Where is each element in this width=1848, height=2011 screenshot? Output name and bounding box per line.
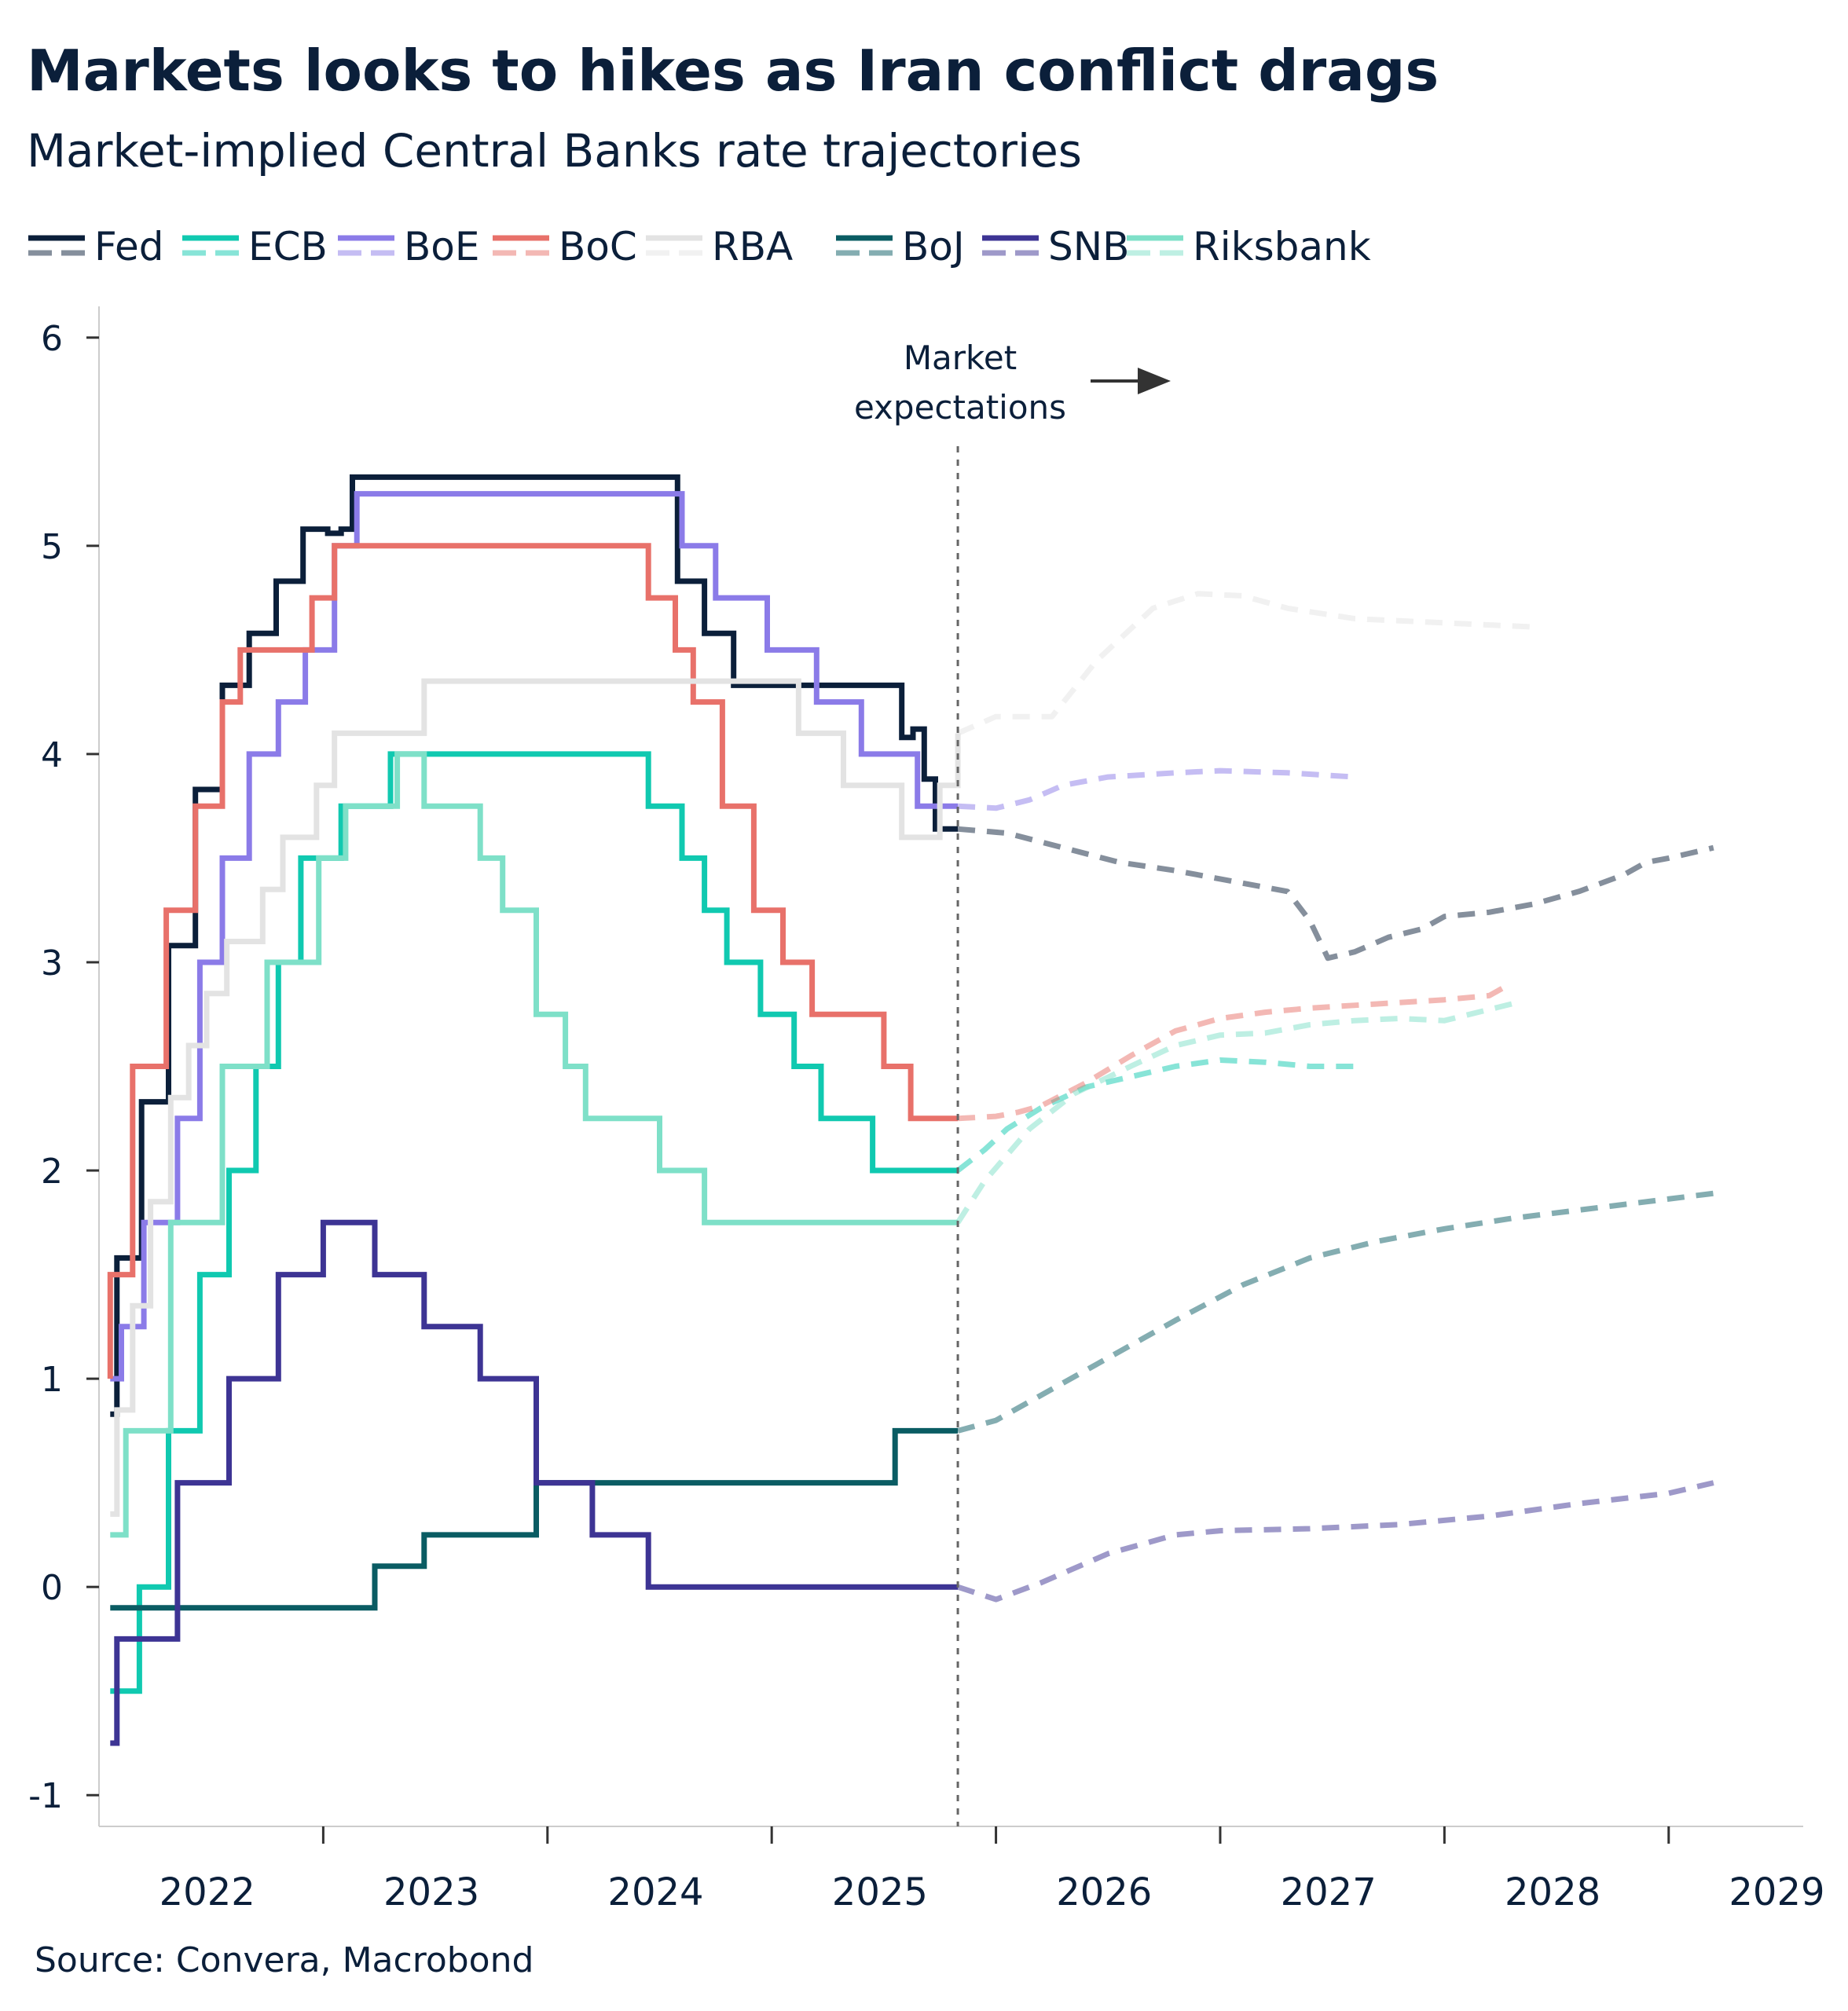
- legend-riksbank-label: Riksbank: [1193, 224, 1371, 269]
- series-boe-forecast-line: [957, 767, 1355, 811]
- x-tick-label: 2023: [383, 1870, 479, 1914]
- series-ecb-actual-line: [110, 751, 959, 1694]
- series-ecb-forecast-line: [955, 1057, 1355, 1173]
- series-riksbank-actual-line: [110, 751, 959, 1538]
- y-tick-label: 6: [41, 319, 63, 359]
- series-actual: [107, 474, 961, 1746]
- x-tick-label: 2029: [1729, 1870, 1824, 1914]
- x-tick-label: 2024: [607, 1870, 703, 1914]
- y-tick-label: 1: [41, 1360, 63, 1400]
- x-tick-label: 2022: [160, 1870, 255, 1914]
- legend-fed-label: Fed: [94, 224, 164, 269]
- annotation-line-1: Market: [904, 339, 1017, 377]
- series-riksbank-forecast-line: [955, 1001, 1512, 1225]
- y-tick-label: 4: [41, 735, 63, 775]
- series-fed-actual-line: [110, 474, 959, 1417]
- series-rba-actual-line: [110, 678, 961, 1517]
- y-tick-label: 5: [41, 527, 63, 567]
- x-tick-label: 2025: [832, 1870, 928, 1914]
- legend-boj-label: BoJ: [902, 224, 965, 269]
- annotation-arrow-icon: [1091, 368, 1171, 394]
- series-forecast: [955, 591, 1714, 1603]
- legend-boc-label: BoC: [559, 224, 637, 269]
- axes: 6 5 4 3 2 1 0 -1 2022 2023 2024 2025 2026 2027 2028 202…: [28, 306, 1825, 1914]
- series-fed-forecast-line: [957, 826, 1714, 962]
- source-note: Source: Convera, Macrobond: [35, 1940, 534, 1980]
- y-tick-label: 2: [41, 1152, 63, 1192]
- series-rba-forecast-line: [956, 591, 1534, 736]
- series-snb-actual-line: [110, 1219, 959, 1746]
- y-tick-label: -1: [28, 1776, 63, 1816]
- legend: Fed ECB BoE BoC RBA BoJ SNB Riksbank: [28, 224, 1371, 269]
- series-boe-actual-line: [110, 491, 959, 1382]
- y-tick-label: 0: [41, 1568, 63, 1608]
- chart-subtitle: Market-implied Central Banks rate trajec…: [27, 124, 1083, 178]
- x-tick-label: 2026: [1056, 1870, 1152, 1914]
- annotation-line-2: expectations: [854, 388, 1066, 427]
- series-boj-actual-line: [110, 1427, 959, 1611]
- legend-boe-label: BoE: [404, 224, 479, 269]
- series-boc-forecast-line: [957, 980, 1513, 1122]
- series-boc-actual-line: [107, 543, 959, 1379]
- chart-title: Markets looks to hikes as Iran conflict …: [27, 38, 1439, 104]
- legend-ecb-label: ECB: [248, 224, 328, 269]
- legend-snb-label: SNB: [1048, 224, 1129, 269]
- series-boj-forecast-line: [957, 1190, 1714, 1434]
- x-tick-label: 2028: [1505, 1870, 1600, 1914]
- series-snb-forecast-line: [957, 1480, 1714, 1603]
- legend-rba-label: RBA: [712, 224, 793, 269]
- x-tick-label: 2027: [1281, 1870, 1377, 1914]
- y-tick-label: 3: [41, 943, 63, 984]
